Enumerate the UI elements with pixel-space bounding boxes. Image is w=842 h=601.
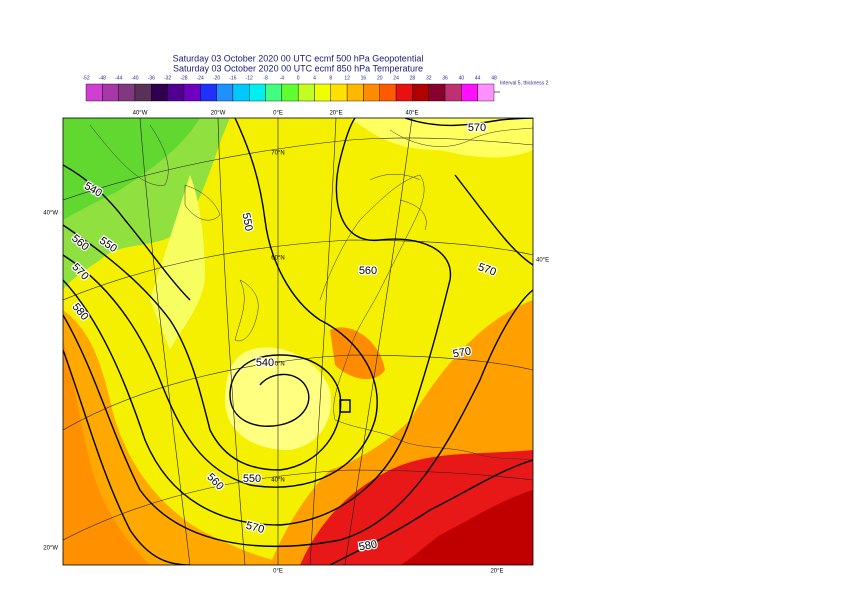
lat-label: 40°N xyxy=(271,478,284,484)
colorbar-tick: 8 xyxy=(329,75,332,81)
colorbar-box xyxy=(281,83,299,102)
lon-label: 40°W xyxy=(133,111,148,117)
colorbar-box xyxy=(85,83,103,102)
colorbar-tick: -4 xyxy=(280,75,285,81)
contour-label: 570 xyxy=(468,122,486,134)
colorbar-note: Interval 5, thickness 2 xyxy=(500,80,549,86)
contour-label: 550 xyxy=(240,212,255,232)
contour-label: 550 xyxy=(243,473,261,485)
colorbar-box xyxy=(134,83,152,102)
colorbar-box xyxy=(297,83,315,102)
colorbar-box xyxy=(151,83,168,102)
colorbar-box xyxy=(330,83,348,102)
lon-label: 40°W xyxy=(43,211,58,217)
map-frame xyxy=(62,117,534,566)
colorbar-box xyxy=(444,83,462,102)
colorbar-tick: -44 xyxy=(115,75,122,81)
colorbar-tick: 40 xyxy=(459,75,465,81)
colorbar-tick: -24 xyxy=(197,75,204,81)
colorbar-box xyxy=(265,83,283,102)
colorbar-box xyxy=(395,83,413,102)
colorbar-tick: -36 xyxy=(148,75,155,81)
colorbar-tick: 48 xyxy=(491,75,497,81)
lat-label: 70°N xyxy=(271,151,284,157)
colorbar-box xyxy=(118,83,136,102)
colorbar-tick: 4 xyxy=(313,75,316,81)
colorbar-tick: 32 xyxy=(426,75,432,81)
colorbar-tick: 36 xyxy=(442,75,448,81)
colorbar-box xyxy=(428,83,446,102)
colorbar-box xyxy=(248,83,266,102)
colorbar-tick: -52 xyxy=(82,75,89,81)
lon-label: 40°E xyxy=(405,111,418,117)
lat-label: 50°N xyxy=(271,362,284,368)
lat-label: 60°N xyxy=(271,256,284,262)
contour-label: 560 xyxy=(359,265,377,277)
colorbar-tick: 12 xyxy=(344,75,350,81)
contour-label: 580 xyxy=(358,538,378,553)
colorbar-box xyxy=(363,83,380,102)
colorbar-box xyxy=(461,83,478,102)
colorbar-box xyxy=(477,83,495,102)
colorbar-box xyxy=(314,83,332,102)
lon-label: 40°E xyxy=(536,258,549,264)
map-field xyxy=(63,118,533,565)
colorbar-box xyxy=(167,83,185,102)
colorbar-tick: -8 xyxy=(263,75,268,81)
contour-label: 540 xyxy=(256,357,274,369)
colorbar-tick: 24 xyxy=(393,75,399,81)
colorbar-tick: 20 xyxy=(377,75,383,81)
lon-label: 0°E xyxy=(273,569,283,575)
lon-label: 0°E xyxy=(273,111,283,117)
colorbar-tick: -12 xyxy=(246,75,253,81)
lon-label: 20°E xyxy=(490,569,503,575)
lon-label: 20°W xyxy=(211,111,226,117)
colorbar-box xyxy=(232,83,250,102)
colorbar-tick: 44 xyxy=(475,75,481,81)
title-line: Saturday 03 October 2020 00 UTC ecmf 850… xyxy=(173,63,423,73)
colorbar-tick: -28 xyxy=(180,75,187,81)
lon-label: 20°E xyxy=(329,111,342,117)
title-line: Saturday 03 October 2020 00 UTC ecmf 500… xyxy=(173,53,424,63)
colorbar-box xyxy=(346,83,364,102)
contour-label: 570 xyxy=(452,345,472,360)
colorbar-tick: 16 xyxy=(361,75,367,81)
colorbar-box xyxy=(379,83,397,102)
colorbar-box xyxy=(216,83,234,102)
colorbar-tick: -32 xyxy=(164,75,171,81)
colorbar-tick: -48 xyxy=(99,75,106,81)
colorbar-box xyxy=(412,83,429,102)
colorbar-tick: 28 xyxy=(410,75,416,81)
colorbar-box xyxy=(102,83,119,102)
colorbar: -52 -48 -44 -40 -36 -32 -28 -24 -20 -16 -12 -8 -4 0 4 8… xyxy=(82,75,497,102)
colorbar-box xyxy=(183,83,201,102)
colorbar-tick: 0 xyxy=(297,75,300,81)
colorbar-tick: -40 xyxy=(131,75,138,81)
lon-label: 20°W xyxy=(43,546,58,552)
colorbar-box xyxy=(200,83,217,102)
colorbar-tick: -16 xyxy=(229,75,236,81)
colorbar-tick: -20 xyxy=(213,75,220,81)
